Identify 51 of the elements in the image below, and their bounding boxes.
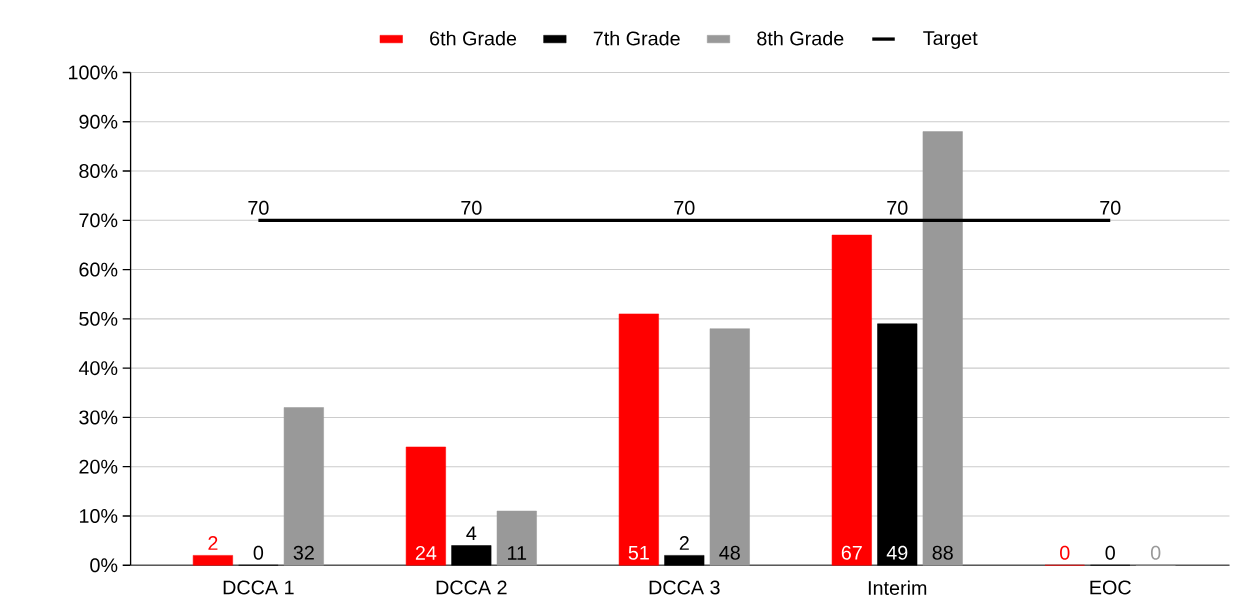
data-label: 88 (932, 545, 953, 560)
y-tick-label: 50% (79, 311, 118, 326)
bar (831, 234, 872, 566)
data-label: 0 (1060, 545, 1070, 560)
y-tick-label: 40% (78, 361, 118, 376)
y-tick-label: 30% (79, 410, 118, 425)
data-label: 0 (253, 545, 264, 560)
bar (664, 555, 705, 566)
x-tick-label: DCCA 3 (649, 580, 720, 595)
bar (709, 328, 750, 566)
bar (283, 407, 324, 566)
legend-label: 8th Grade (757, 31, 844, 46)
bar (922, 131, 963, 566)
legend-label: Target (923, 31, 978, 50)
data-label: 70 (1100, 200, 1121, 215)
data-label: 51 (628, 546, 649, 560)
data-label: 32 (293, 545, 314, 560)
bar (451, 545, 492, 566)
bar (496, 510, 537, 566)
data-label: 70 (674, 200, 695, 215)
x-tick-label: Interim (868, 580, 927, 596)
y-tick-label: 0% (90, 558, 118, 573)
y-tick-label: 10% (79, 509, 118, 524)
bar (877, 323, 918, 566)
bar (618, 313, 659, 566)
data-label: 70 (887, 200, 908, 215)
data-label: 70 (461, 200, 482, 215)
data-label: 11 (508, 546, 527, 560)
data-label: 48 (719, 545, 740, 560)
data-label: 0 (1105, 545, 1115, 560)
data-label: 70 (248, 200, 269, 215)
y-tick-label: 20% (79, 459, 118, 474)
x-tick-label: EOC (1090, 580, 1131, 595)
data-label: 2 (208, 536, 218, 550)
data-label: 67 (841, 545, 862, 560)
data-label: 2 (679, 536, 689, 550)
x-tick-label: DCCA 1 (223, 580, 294, 595)
data-label: 24 (415, 546, 437, 560)
bar (405, 446, 446, 566)
y-tick-label: 80% (79, 164, 118, 179)
data-label: 49 (886, 545, 908, 560)
y-tick-label: 100% (68, 65, 118, 80)
y-tick-label: 70% (79, 213, 118, 228)
x-tick-label: DCCA 2 (436, 580, 507, 595)
y-tick-label: 90% (79, 114, 118, 129)
bar (192, 555, 233, 566)
legend-label: 6th Grade (430, 31, 517, 46)
legend-label: 7th Grade (593, 31, 680, 46)
y-tick-label: 60% (79, 262, 118, 277)
data-label: 4 (466, 526, 477, 541)
data-label: 0 (1150, 545, 1161, 560)
